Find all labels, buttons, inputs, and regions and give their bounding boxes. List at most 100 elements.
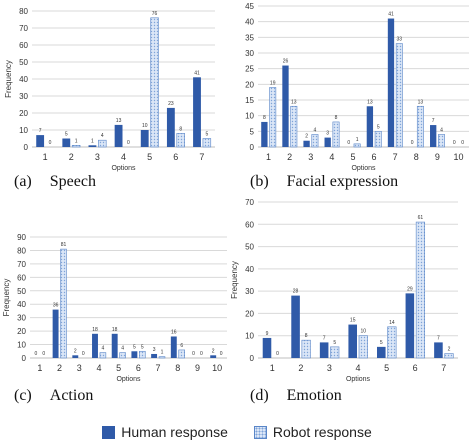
y-tick-label: 35 xyxy=(245,33,254,42)
data-label-robot: 76 xyxy=(152,11,158,17)
bar-human xyxy=(405,293,415,358)
data-label-robot: 19 xyxy=(270,80,276,86)
panel-caption-text: Speech xyxy=(50,173,96,190)
data-label-human: 5 xyxy=(133,344,136,350)
bar-human xyxy=(131,351,138,358)
y-tick-label: 25 xyxy=(245,65,254,74)
bar-robot xyxy=(415,221,426,359)
data-label-robot: 1 xyxy=(161,350,164,356)
y-tick-label: 10 xyxy=(19,126,28,135)
bar-robot xyxy=(290,105,298,148)
y-tick-label: 10 xyxy=(245,332,254,341)
x-tick-label: 10 xyxy=(212,363,222,373)
x-tick-label: 4 xyxy=(96,363,101,373)
data-label-robot: 0 xyxy=(220,351,223,357)
data-label-human: 0 xyxy=(411,140,414,146)
chart-panel-4: 0102030405060709012882753151045145296167… xyxy=(230,198,458,404)
x-tick-label: 5 xyxy=(147,152,152,162)
panel-label: (b) xyxy=(250,173,269,190)
data-label-robot: 8 xyxy=(335,115,338,121)
bar-robot xyxy=(387,326,397,359)
y-tick-label: 30 xyxy=(19,92,28,101)
data-label-robot: 81 xyxy=(61,242,67,248)
data-label-robot: 0 xyxy=(42,351,45,357)
y-tick-label: 50 xyxy=(19,58,28,67)
panel-caption: (a) Speech xyxy=(14,173,96,190)
data-label-robot: 4 xyxy=(101,133,104,139)
data-label-human: 2 xyxy=(74,348,77,354)
figure-canvas: 0102030405060708070151214313041076523864… xyxy=(2,2,469,404)
panel-caption: (d) Emotion xyxy=(250,387,342,404)
data-label-robot: 4 xyxy=(314,127,317,133)
bar-human xyxy=(377,346,386,358)
data-label-human: 0 xyxy=(35,351,38,357)
data-label-robot: 33 xyxy=(397,37,403,43)
bar-human xyxy=(52,309,59,358)
y-tick-label: 45 xyxy=(245,2,254,11)
x-tick-label: 3 xyxy=(77,363,82,373)
bar-robot xyxy=(444,353,454,359)
data-label-human: 0 xyxy=(192,351,195,357)
x-tick-label: 9 xyxy=(195,363,200,373)
x-tick-label: 5 xyxy=(384,363,389,373)
bar-human xyxy=(319,342,329,358)
data-label-human: 0 xyxy=(347,140,350,146)
x-tick-label: 1 xyxy=(37,363,42,373)
x-axis-title: Options xyxy=(346,376,371,383)
y-tick-label: 10 xyxy=(17,341,26,350)
data-label-human: 28 xyxy=(293,289,299,295)
data-label-robot: 13 xyxy=(291,99,297,105)
data-label-human: 18 xyxy=(92,327,98,333)
bar-human xyxy=(151,353,158,358)
data-label-human: 36 xyxy=(53,303,59,309)
data-label-robot: 5 xyxy=(377,124,380,130)
bar-human xyxy=(62,138,71,147)
y-tick-label: 10 xyxy=(245,112,254,121)
bar-robot xyxy=(99,352,107,359)
data-label-human: 29 xyxy=(407,286,413,292)
x-tick-label: 8 xyxy=(175,363,180,373)
bar-human xyxy=(430,125,437,147)
bar-human xyxy=(387,18,395,148)
bar-human xyxy=(140,130,149,147)
data-label-robot: 0 xyxy=(276,351,279,357)
data-label-robot: 10 xyxy=(361,329,367,335)
panel-caption-text: Action xyxy=(50,387,94,404)
y-tick-label: 60 xyxy=(245,220,254,229)
panel-label: (d) xyxy=(250,387,269,404)
y-tick-label: 20 xyxy=(19,109,28,118)
data-label-human: 5 xyxy=(380,340,383,346)
panel-label: (a) xyxy=(14,173,32,190)
data-label-robot: 8 xyxy=(305,333,308,339)
data-label-human: 2 xyxy=(212,348,215,354)
x-tick-label: 6 xyxy=(173,152,178,162)
data-label-human: 26 xyxy=(283,59,289,65)
y-tick-label: 0 xyxy=(250,354,255,363)
data-label-human: 7 xyxy=(437,335,440,341)
bar-robot xyxy=(311,134,319,148)
data-label-robot: 14 xyxy=(389,320,395,326)
legend-item-robot: Robot response xyxy=(253,424,372,440)
x-axis-title: Options xyxy=(116,376,141,383)
y-tick-label: 40 xyxy=(19,75,28,84)
x-tick-label: 7 xyxy=(156,363,161,373)
y-tick-label: 60 xyxy=(19,41,28,50)
y-tick-label: 70 xyxy=(245,198,254,207)
y-tick-label: 60 xyxy=(17,273,26,282)
y-tick-label: 30 xyxy=(245,49,254,58)
data-label-robot: 5 xyxy=(205,132,208,138)
chart-panel-2: 0510152025303540458191261322433840151356… xyxy=(245,2,469,190)
data-label-robot: 4 xyxy=(121,346,124,352)
y-tick-label: 30 xyxy=(245,287,254,296)
data-label-human: 7 xyxy=(323,335,326,341)
data-label-robot: 8 xyxy=(179,126,182,132)
x-tick-label: 7 xyxy=(199,152,204,162)
data-label-human: 41 xyxy=(388,12,394,18)
data-label-robot: 0 xyxy=(200,351,203,357)
x-axis-title: Options xyxy=(351,165,376,172)
data-label-human: 3 xyxy=(153,347,156,353)
x-tick-label: 4 xyxy=(121,152,126,162)
data-label-robot: 5 xyxy=(141,344,144,350)
y-tick-label: 0 xyxy=(22,354,27,363)
data-label-human: 8 xyxy=(263,115,266,121)
